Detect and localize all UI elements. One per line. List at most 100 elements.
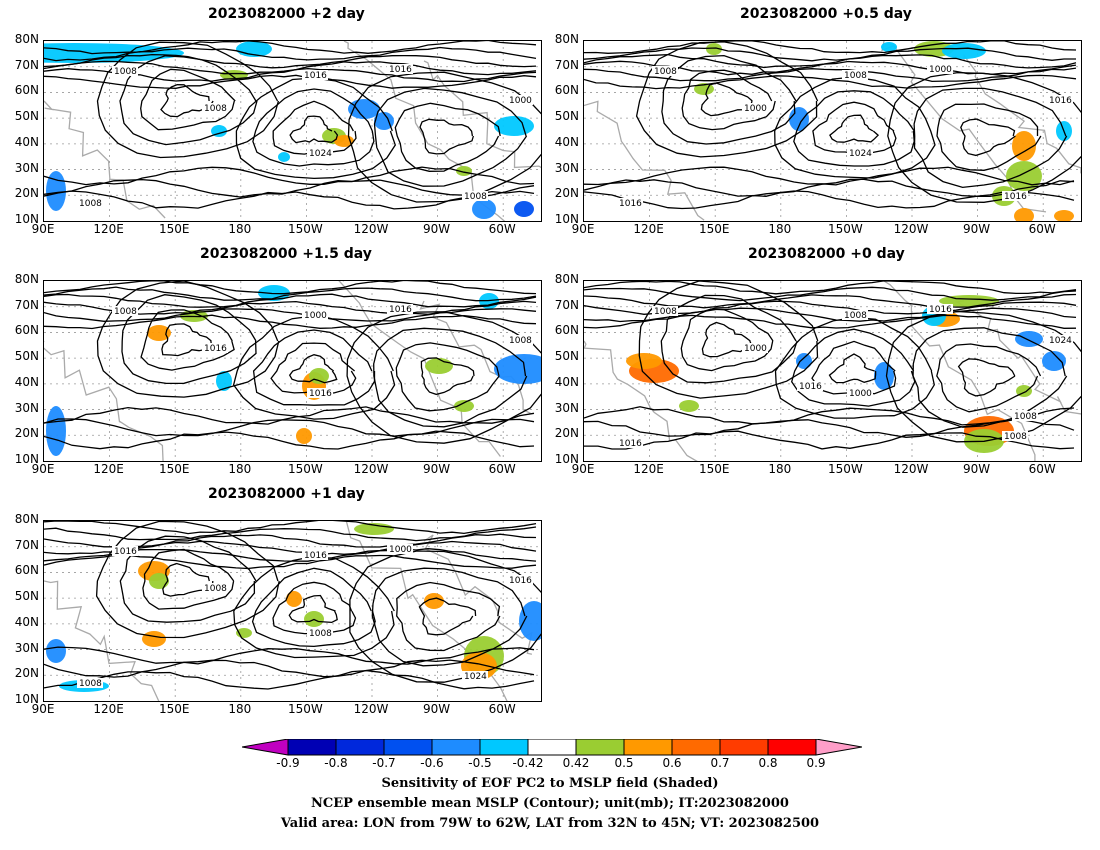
panel-title: 2023082000 +0.5 day: [740, 6, 912, 22]
contour-label: 1008: [654, 307, 677, 317]
colorbar-box: [767, 739, 817, 756]
colorbar-right-arrow: [815, 739, 862, 756]
contour-label: 1024: [849, 149, 872, 159]
caption-line-2: NCEP ensemble mean MSLP (Contour); unit(…: [311, 796, 789, 811]
lon-tick-label: 120W: [353, 462, 389, 476]
lat-tick-label: 40N: [554, 374, 579, 389]
lat-tick-label: 30N: [14, 640, 39, 655]
contour-label: 1016: [204, 344, 227, 354]
lon-tick-label: 90W: [963, 222, 991, 236]
colorbar-box: [719, 739, 769, 756]
lat-tick-label: 60N: [14, 563, 39, 578]
mslp-contours: [584, 281, 1081, 450]
colorbar-box: [431, 739, 481, 756]
lon-tick-label: 90E: [31, 462, 55, 476]
contour-label: 1000: [389, 545, 412, 555]
lon-tick-label: 90W: [423, 702, 451, 716]
colorbar-box: [575, 739, 625, 756]
lat-tick-label: 10N: [14, 692, 39, 706]
sensitivity-shading: [1012, 131, 1036, 161]
lat-tick-label: 70N: [14, 297, 39, 312]
lat-tick-label: 50N: [554, 109, 579, 124]
sensitivity-shading: [679, 400, 699, 412]
contour-label: 1016: [309, 389, 332, 399]
lon-tick-label: 60W: [1028, 462, 1056, 476]
map-plot: 1008 1008 1016 1000 1024 1000 1008 1016 1016 1008: [584, 281, 1081, 461]
contour-label: 1008: [79, 679, 102, 689]
lon-tick-label: 150E: [698, 462, 730, 476]
sensitivity-shading: [147, 325, 171, 341]
sensitivity-shading: [514, 201, 534, 217]
contour-label: 1016: [929, 305, 952, 315]
contour-label: 1000: [744, 104, 767, 114]
contour-label: 1016: [509, 576, 532, 586]
sensitivity-shading: [46, 406, 66, 456]
lon-tick-label: 120W: [353, 702, 389, 716]
lat-tick-label: 50N: [554, 349, 579, 364]
caption-line-3: Valid area: LON from 79W to 62W, LAT fro…: [280, 816, 820, 831]
contour-label: 1016: [619, 439, 642, 449]
contour-label: 1000: [744, 344, 767, 354]
contour-label: 1016: [114, 547, 137, 557]
colorbar-tick-label: 0.7: [710, 756, 730, 770]
lon-tick-label: 150E: [158, 702, 190, 716]
contour-label: 1008: [114, 67, 137, 77]
lat-tick-label: 40N: [554, 134, 579, 149]
sensitivity-shading: [216, 371, 232, 391]
sensitivity-shading: [796, 353, 812, 369]
lon-tick-label: 90E: [31, 222, 55, 236]
sensitivity-shading: [46, 639, 66, 663]
sensitivity-shading: [1042, 351, 1066, 371]
contour-label: 1008: [509, 336, 532, 346]
map-panel-day-0-5: 1008 1008 1000 1000 1016 1024 1016 1016: [583, 40, 1082, 222]
lon-tick-label: 90W: [423, 222, 451, 236]
mslp-contours: [584, 41, 1081, 210]
lon-tick-label: 120E: [633, 222, 664, 236]
mslp-contours: [44, 281, 541, 450]
lat-tick-label: 40N: [14, 374, 39, 389]
map-panel-day-2: 1008 1016 1016 1008 1000 1024 1008 1008: [43, 40, 542, 222]
contour-label: 1000: [929, 65, 952, 75]
sensitivity-shading: [706, 43, 722, 55]
contour-label: 1016: [389, 305, 412, 315]
lon-tick-label: 180: [228, 222, 252, 236]
colorbar-tick-label: 0.8: [758, 756, 778, 770]
sensitivity-shading: [874, 362, 894, 390]
panel-title: 2023082000 +0 day: [748, 246, 905, 262]
contour-label: 1008: [654, 67, 677, 77]
sensitivity-shading: [626, 353, 662, 369]
sensitivity-shading: [278, 152, 290, 162]
caption-line-1: Sensitivity of EOF PC2 to MSLP field (Sh…: [381, 776, 719, 791]
lat-tick-label: 40N: [14, 614, 39, 629]
sensitivity-shading: [374, 112, 394, 130]
contour-label: 1008: [114, 307, 137, 317]
colorbar-tick-label: 0.9: [806, 756, 826, 770]
lat-tick-label: 10N: [554, 212, 579, 226]
colorbar-tick-label: -0.7: [372, 756, 396, 770]
sensitivity-shading: [881, 42, 897, 52]
lat-tick-label: 50N: [14, 349, 39, 364]
lon-tick-label: 150W: [828, 222, 863, 236]
lat-tick-label: 30N: [14, 160, 39, 175]
lat-tick-label: 70N: [14, 57, 39, 72]
sensitivity-shading: [296, 428, 312, 444]
contour-label: 1024: [309, 149, 332, 159]
lat-tick-label: 30N: [554, 160, 579, 175]
contour-label: 1008: [204, 104, 227, 114]
contour-label: 1008: [844, 71, 867, 81]
sensitivity-shading: [149, 573, 169, 589]
lon-tick-label: 180: [768, 222, 792, 236]
lat-tick-label: 60N: [14, 323, 39, 338]
contour-label: 1008: [1004, 432, 1027, 442]
lon-tick-label: 180: [228, 702, 252, 716]
contour-label: 1000: [304, 311, 327, 321]
contour-label: 1016: [304, 551, 327, 561]
colorbar-box: [671, 739, 721, 756]
sensitivity-shading: [309, 368, 329, 384]
panel-title: 2023082000 +1.5 day: [200, 246, 372, 262]
contour-label: 1008: [1014, 412, 1037, 422]
sensitivity-shading: [348, 99, 380, 119]
lon-tick-label: 150W: [828, 462, 863, 476]
lat-tick-label: 80N: [14, 512, 39, 526]
lat-tick-label: 20N: [554, 186, 579, 201]
